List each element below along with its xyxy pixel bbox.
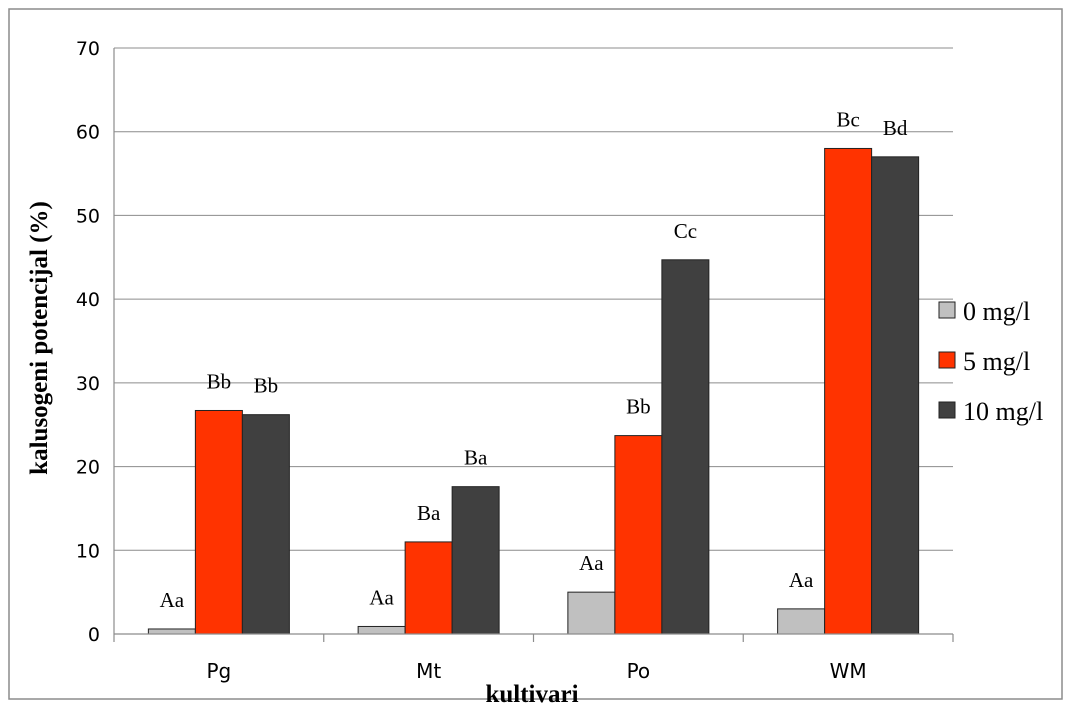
data-label: Bc xyxy=(836,107,859,131)
data-label: Bd xyxy=(883,116,908,140)
legend-label: 10 mg/l xyxy=(963,397,1043,426)
legend-label: 5 mg/l xyxy=(963,347,1030,376)
y-tick-label: 60 xyxy=(76,122,100,144)
y-tick-label: 40 xyxy=(76,289,100,311)
bar xyxy=(241,414,290,635)
axes-group: 0 10 20 30 40 50 60 70 Pg Mt Po WM xyxy=(76,38,954,683)
y-axis-title: kalusogeni potencijal (%) xyxy=(26,201,53,475)
bar xyxy=(404,541,453,635)
legend-swatch xyxy=(938,301,956,319)
bar xyxy=(661,259,710,635)
data-label: Aa xyxy=(789,568,814,592)
data-label: Aa xyxy=(160,588,185,612)
bar xyxy=(777,608,826,635)
data-label: Aa xyxy=(579,551,604,575)
y-tick-label: 30 xyxy=(76,373,100,395)
bars-group xyxy=(147,147,920,635)
bar xyxy=(357,625,406,635)
y-tick-label: 0 xyxy=(88,624,100,646)
data-label: Bb xyxy=(626,395,651,419)
bar xyxy=(194,409,243,635)
data-label: Ba xyxy=(417,501,441,525)
legend-swatch xyxy=(938,401,956,419)
bar xyxy=(567,591,616,635)
bar xyxy=(147,628,196,635)
data-label: Cc xyxy=(674,219,697,243)
y-tick-label: 50 xyxy=(76,205,100,227)
bar xyxy=(871,156,920,635)
data-label: Aa xyxy=(369,585,394,609)
x-axis-title: kultivari xyxy=(485,681,578,708)
bar xyxy=(614,435,663,635)
data-label: Bb xyxy=(254,374,279,398)
data-label: Bb xyxy=(207,369,232,393)
y-tick-label: 70 xyxy=(76,38,100,60)
x-tick-label: Mt xyxy=(416,659,441,683)
data-label: Ba xyxy=(464,446,488,470)
y-tick-label: 20 xyxy=(76,457,100,479)
legend-swatch xyxy=(938,351,956,369)
x-tick-label: Po xyxy=(627,659,651,683)
x-tick-label: Pg xyxy=(206,659,231,683)
legend-label: 0 mg/l xyxy=(963,297,1030,326)
legend: 0 mg/l 5 mg/l 10 mg/l xyxy=(938,297,1043,426)
bar xyxy=(451,486,500,635)
data-labels-group: Aa Bb Bb Aa Ba Ba Aa Bb Cc Aa Bc Bd xyxy=(160,107,908,612)
bar xyxy=(824,147,873,635)
y-tick-label: 10 xyxy=(76,540,100,562)
x-tick-label: WM xyxy=(830,659,867,683)
